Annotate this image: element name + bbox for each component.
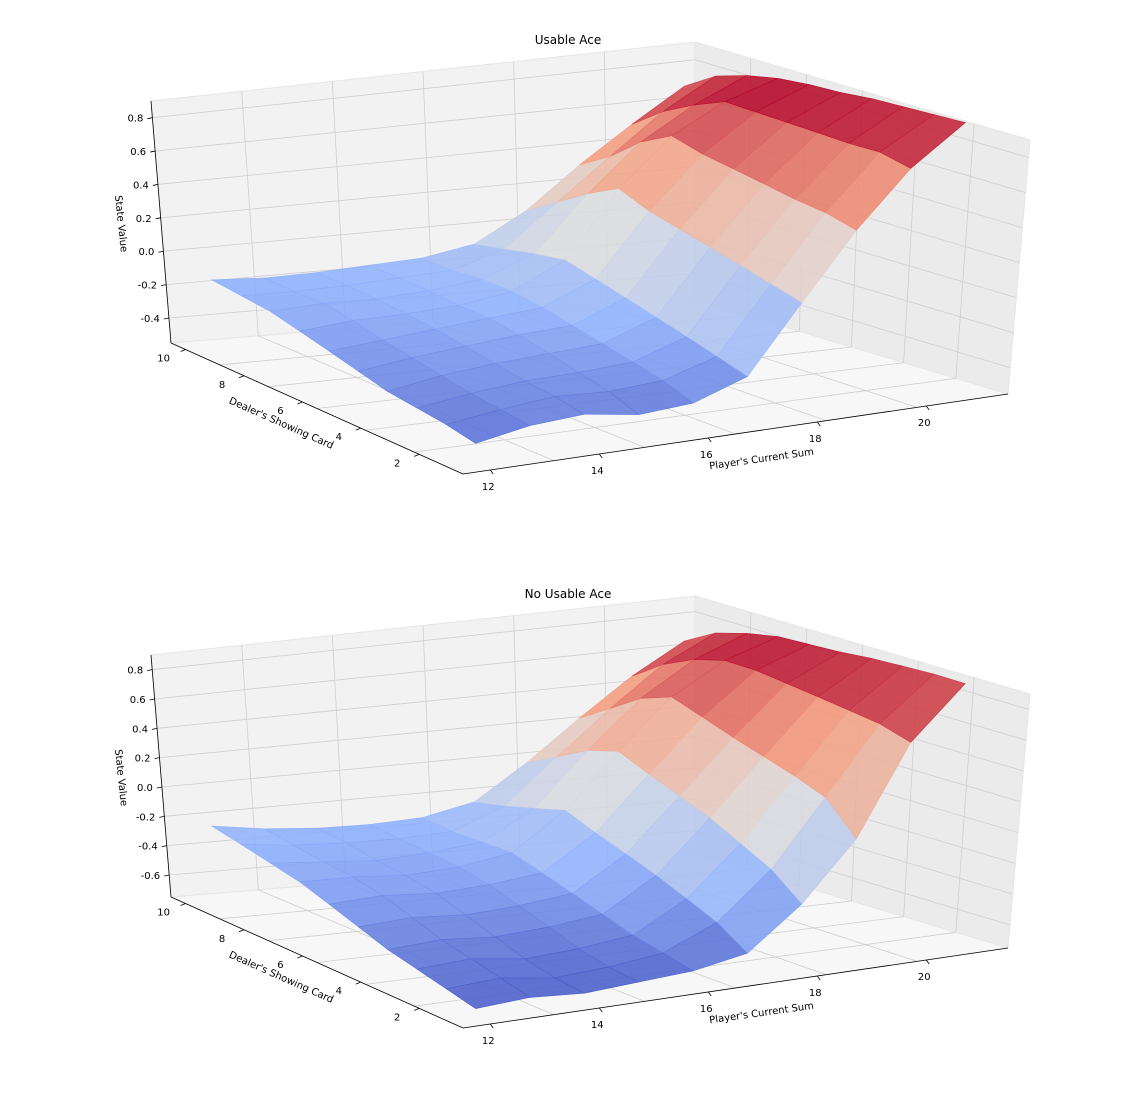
z-tick-label: -0.6 xyxy=(141,871,161,882)
z-tick-label: -0.4 xyxy=(140,314,160,325)
x-tick-label: 18 xyxy=(809,434,822,445)
x-tick-label: 16 xyxy=(700,1004,713,1015)
surface xyxy=(210,75,966,444)
y-tick-label: 2 xyxy=(394,458,400,469)
z-tick-label: 0.0 xyxy=(137,783,153,794)
surface-facet xyxy=(879,673,966,743)
z-tick-label: 0.6 xyxy=(130,695,146,706)
z-tick-label: 0.2 xyxy=(136,214,152,225)
y-tick-label: 10 xyxy=(157,354,170,365)
axes-lines xyxy=(150,654,1009,1029)
y-tick-label: 4 xyxy=(336,986,342,997)
x-axis-label: Player's Current Sum xyxy=(709,447,815,473)
y-tick-label: 6 xyxy=(277,406,283,417)
surface-plot-no-usable-ace: 12 14 16 18 20 2 4 6 8 10 -0.6 -0.4 -0.2 0.0 0.2 0.4 0.6… xyxy=(112,587,1031,1047)
y-tick-label: 8 xyxy=(219,934,225,945)
y-tick-label: 10 xyxy=(157,908,170,919)
surface-facet xyxy=(879,114,966,169)
surface-plot-usable-ace: 12 14 16 18 20 2 4 6 8 10 -0.4 -0.2 0.0 0.2 0.4 0.6 0.8 U… xyxy=(112,33,1031,493)
z-tick-labels: -0.4 -0.2 0.0 0.2 0.4 0.6 0.8 xyxy=(127,114,170,325)
y-tick-label: 6 xyxy=(277,960,283,971)
x-tick-label: 14 xyxy=(591,466,604,477)
y-tick-label: 2 xyxy=(394,1012,400,1023)
axes-lines xyxy=(150,100,1009,475)
z-tick-labels: -0.6 -0.4 -0.2 0.0 0.2 0.4 0.6 0.8 xyxy=(127,666,170,882)
z-tick-label: -0.2 xyxy=(136,812,156,823)
z-tick-label: -0.4 xyxy=(138,842,158,853)
y-tick-label: 4 xyxy=(336,432,342,443)
z-tick-label: 0.8 xyxy=(127,114,143,125)
z-tick-label: 0.6 xyxy=(130,147,146,158)
x-tick-label: 12 xyxy=(482,482,495,493)
z-tick-label: 0.4 xyxy=(132,724,148,735)
surface xyxy=(210,632,966,1009)
z-tick-label: 0.8 xyxy=(127,666,143,677)
x-tick-label: 20 xyxy=(918,418,931,429)
x-tick-labels: 12 14 16 18 20 xyxy=(482,959,931,1047)
z-tick-label: 0.0 xyxy=(139,247,155,258)
z-axis-label: State Value xyxy=(112,195,129,253)
z-tick-label: -0.2 xyxy=(138,281,158,292)
x-tick-label: 18 xyxy=(809,988,822,999)
y-tick-label: 8 xyxy=(219,380,225,391)
x-tick-label: 20 xyxy=(918,972,931,983)
x-axis-label: Player's Current Sum xyxy=(709,1001,815,1027)
x-tick-labels: 12 14 16 18 20 xyxy=(482,405,931,493)
z-axis-label: State Value xyxy=(112,749,129,807)
x-tick-label: 16 xyxy=(700,450,713,461)
z-tick-label: 0.2 xyxy=(135,754,151,765)
x-tick-label: 12 xyxy=(482,1036,495,1047)
chart-title: Usable Ace xyxy=(535,33,602,47)
y-tick-labels: 2 4 6 8 10 xyxy=(157,349,420,469)
chart-title: No Usable Ace xyxy=(525,587,612,601)
z-tick-label: 0.4 xyxy=(133,180,149,191)
x-tick-label: 14 xyxy=(591,1020,604,1031)
y-tick-labels: 2 4 6 8 10 xyxy=(157,903,420,1023)
